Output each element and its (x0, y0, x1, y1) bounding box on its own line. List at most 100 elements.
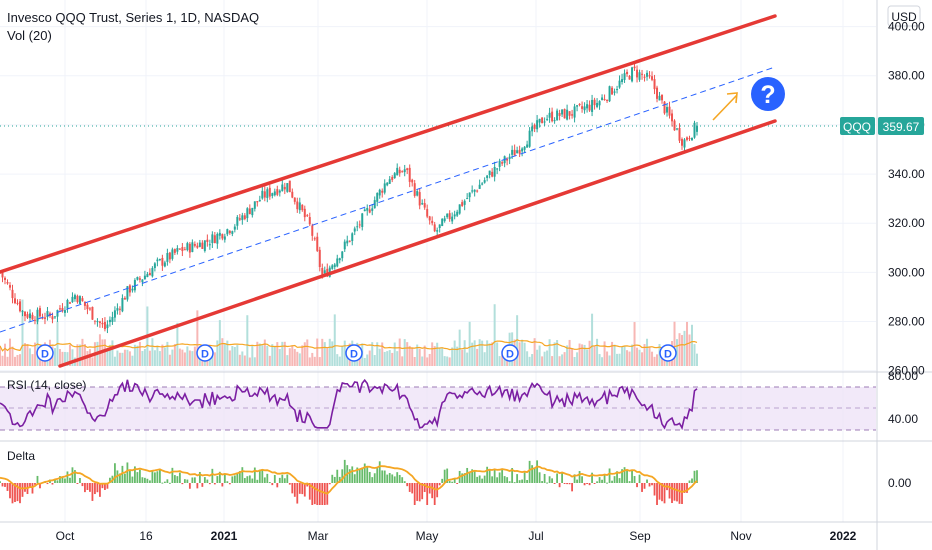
candle-body (578, 103, 581, 106)
delta-bar (138, 469, 141, 483)
dividend-marker[interactable]: D (501, 344, 519, 362)
delta-bar (29, 483, 31, 487)
volume-bar (253, 357, 256, 366)
channel-midline[interactable] (0, 66, 776, 333)
delta-bar (283, 478, 286, 483)
candle-body (653, 79, 656, 90)
candle-body (121, 298, 124, 312)
delta-bar (69, 477, 71, 483)
question-badge[interactable]: ? (751, 77, 785, 111)
delta-bar (676, 483, 678, 502)
channel-lower-line[interactable] (58, 119, 777, 368)
delta-bar (363, 463, 366, 483)
delta-bar (541, 481, 544, 483)
delta-bar (308, 483, 311, 500)
delta-bar (446, 468, 449, 483)
volume-bar (121, 352, 124, 366)
candle-body (53, 316, 56, 318)
delta-bar (221, 483, 224, 487)
candle-body (151, 267, 154, 277)
volume-bar (281, 341, 284, 366)
dividend-marker[interactable]: D (345, 344, 363, 362)
candle-body (288, 180, 291, 193)
delta-bar (581, 476, 583, 483)
delta-bar (571, 483, 573, 492)
candle-body (356, 226, 359, 228)
delta-bar (681, 483, 683, 504)
volume-bar (676, 339, 679, 366)
volume-bar (688, 334, 691, 366)
projection-arrow[interactable] (712, 92, 738, 121)
delta-bar (141, 477, 144, 483)
delta-bar (143, 477, 146, 483)
candle-body (538, 118, 541, 123)
currency-button[interactable]: USD (887, 5, 921, 27)
volume-bar (171, 349, 174, 366)
channel-upper-line[interactable] (0, 14, 777, 274)
candle-body (438, 224, 441, 229)
volume-bar (553, 342, 556, 366)
delta-bar (351, 466, 354, 483)
volume-bar (486, 340, 489, 366)
delta-bar (516, 474, 519, 483)
volume-bar (386, 351, 389, 366)
delta-bar (191, 477, 194, 483)
volume-bar (341, 346, 344, 366)
volume-bar (251, 345, 254, 366)
volume-bar (256, 341, 259, 366)
candle-body (343, 241, 346, 250)
delta-bar (4, 483, 6, 487)
volume-bar (433, 346, 436, 366)
delta-bar (74, 470, 76, 483)
volume-bar (113, 356, 116, 366)
delta-bar (568, 483, 571, 485)
volume-bar (33, 342, 36, 366)
delta-bar (213, 483, 216, 485)
delta-bar (378, 461, 381, 483)
dividend-marker[interactable]: D (36, 344, 54, 362)
delta-bar (551, 478, 554, 483)
volume-bar (163, 347, 166, 366)
candle-body (301, 204, 304, 211)
candle-body (558, 112, 561, 116)
delta-bar (593, 483, 596, 484)
delta-bar (431, 483, 434, 499)
candle-body (508, 156, 511, 159)
candle-body (551, 111, 554, 122)
dividend-marker[interactable]: D (659, 344, 677, 362)
dividend-marker[interactable]: D (196, 344, 214, 362)
volume-bar (301, 345, 304, 366)
delta-bar (76, 483, 79, 484)
price-badge-value: 359.67 (883, 120, 920, 134)
candle-body (191, 242, 194, 252)
volume-bar (466, 352, 469, 366)
candle-body (693, 122, 696, 138)
time-tick-label: 2021 (211, 529, 238, 543)
volume-bar (156, 345, 159, 366)
candle-body (443, 218, 446, 222)
delta-bar (278, 477, 281, 483)
volume-bar (71, 349, 74, 366)
delta-bar (646, 479, 648, 483)
delta-bar (683, 483, 686, 493)
delta-bar (268, 482, 271, 484)
candle-body (218, 232, 221, 236)
delta-bar (136, 472, 139, 483)
candle-body (416, 191, 419, 196)
candle-body (448, 213, 451, 220)
delta-bar (411, 483, 414, 494)
candle-body (131, 288, 134, 291)
candle-body (11, 289, 14, 299)
volume-bar (536, 349, 539, 366)
delta-bar (59, 476, 61, 483)
volume-bar (186, 346, 189, 366)
volume-bar (458, 329, 461, 366)
delta-bar (311, 483, 314, 505)
candle-body (46, 311, 49, 318)
volume-bar (371, 342, 374, 366)
delta-bar (373, 473, 376, 483)
candle-body (283, 186, 286, 190)
volume-bar (263, 339, 266, 366)
